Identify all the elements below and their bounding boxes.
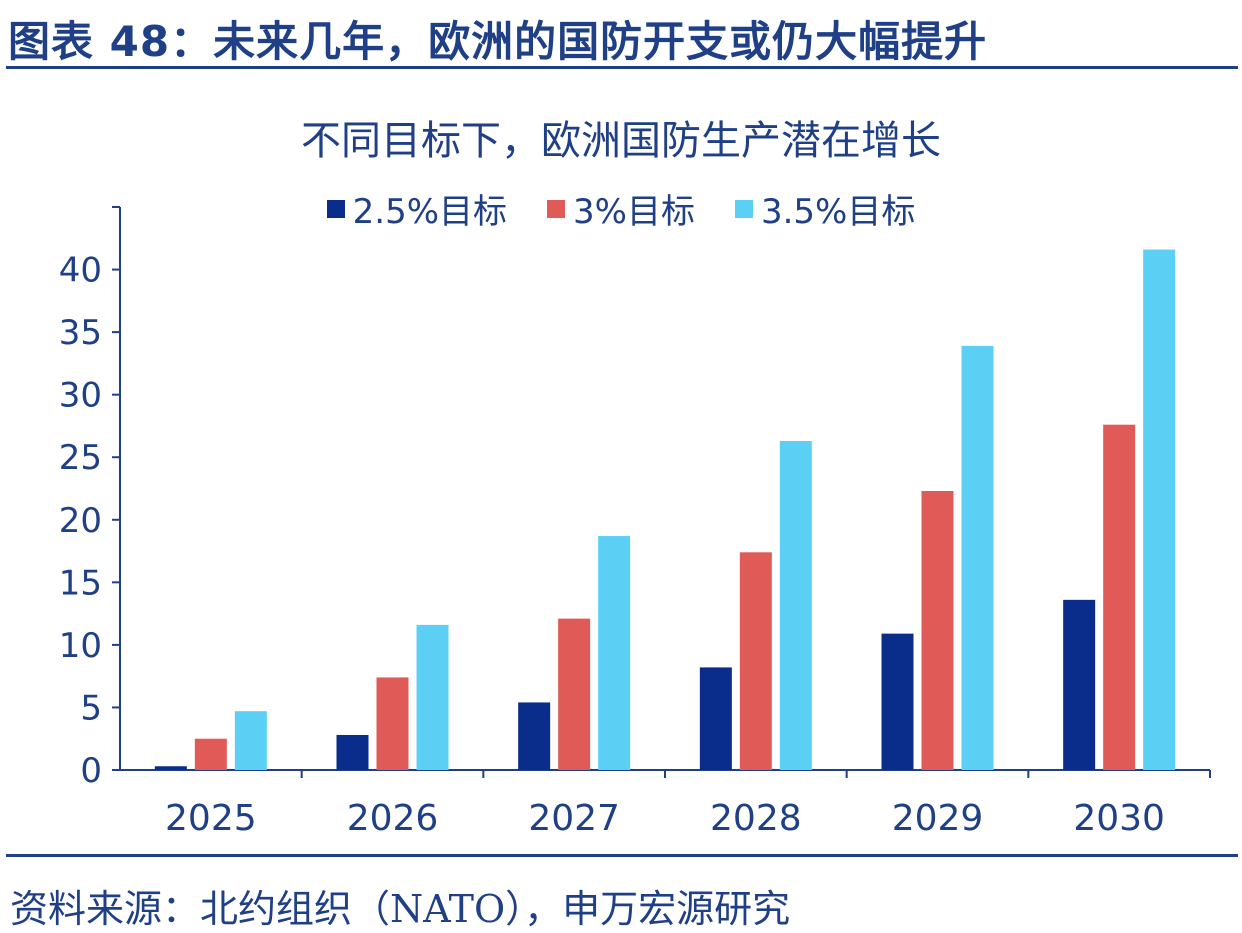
bar-1-2030 — [1063, 599, 1096, 770]
bar-2-2030 — [1103, 424, 1136, 770]
source-rule — [6, 854, 1238, 857]
figure-title: 图表 48：未来几年，欧洲的国防开支或仍大幅提升 — [8, 17, 988, 66]
x-tick-label: 2025 — [165, 798, 257, 839]
bar-1-2025 — [154, 766, 187, 770]
title-rule — [6, 66, 1238, 69]
bar-3-2030 — [1143, 249, 1176, 770]
bar-2-2028 — [739, 552, 772, 770]
x-tick-label: 2027 — [528, 798, 620, 839]
bar-2-2026 — [376, 677, 409, 770]
legend-swatch-series-3 — [734, 199, 753, 218]
legend-item-series-2: 3%目标 — [547, 184, 695, 233]
bar-1-2028 — [699, 667, 732, 770]
y-tick-label: 20 — [59, 501, 102, 541]
y-tick-label: 5 — [80, 688, 102, 728]
x-tick-label: 2028 — [710, 798, 802, 839]
y-tick-label: 35 — [59, 313, 102, 353]
y-tick-label: 25 — [59, 438, 102, 478]
bar-2-2027 — [558, 618, 591, 770]
bar-3-2029 — [961, 345, 994, 770]
source-note: 资料来源：北约组织（NATO），申万宏源研究 — [10, 887, 791, 931]
chart-title: 不同目标下，欧洲国防生产潜在增长 — [301, 118, 941, 164]
legend-item-series-1: 2.5%目标 — [326, 184, 508, 233]
y-tick-label: 10 — [59, 626, 102, 666]
bar-3-2028 — [779, 440, 812, 770]
bar-2-2029 — [921, 491, 954, 770]
x-tick-label: 2026 — [347, 798, 439, 839]
chart-legend: 2.5%目标 3%目标 3.5%目标 — [0, 184, 1242, 233]
bar-1-2029 — [881, 633, 914, 770]
y-tick-label: 15 — [59, 563, 102, 603]
bar-1-2027 — [518, 702, 551, 770]
legend-item-series-3: 3.5%目标 — [734, 184, 916, 233]
y-tick-label: 30 — [59, 376, 102, 416]
y-tick-label: 40 — [59, 251, 102, 291]
bar-1-2026 — [336, 734, 369, 770]
legend-label-series-1: 2.5%目标 — [352, 192, 508, 232]
bar-3-2025 — [234, 711, 267, 770]
legend-swatch-series-1 — [326, 199, 345, 218]
x-tick-label: 2030 — [1073, 798, 1165, 839]
legend-label-series-2: 3%目标 — [573, 192, 695, 232]
bar-2-2025 — [194, 738, 227, 770]
bar-3-2027 — [598, 536, 631, 770]
legend-label-series-3: 3.5%目标 — [760, 192, 916, 232]
legend-swatch-series-2 — [547, 199, 566, 218]
x-tick-label: 2029 — [892, 798, 984, 839]
bar-3-2026 — [416, 624, 449, 770]
y-tick-label: 0 — [80, 751, 102, 791]
